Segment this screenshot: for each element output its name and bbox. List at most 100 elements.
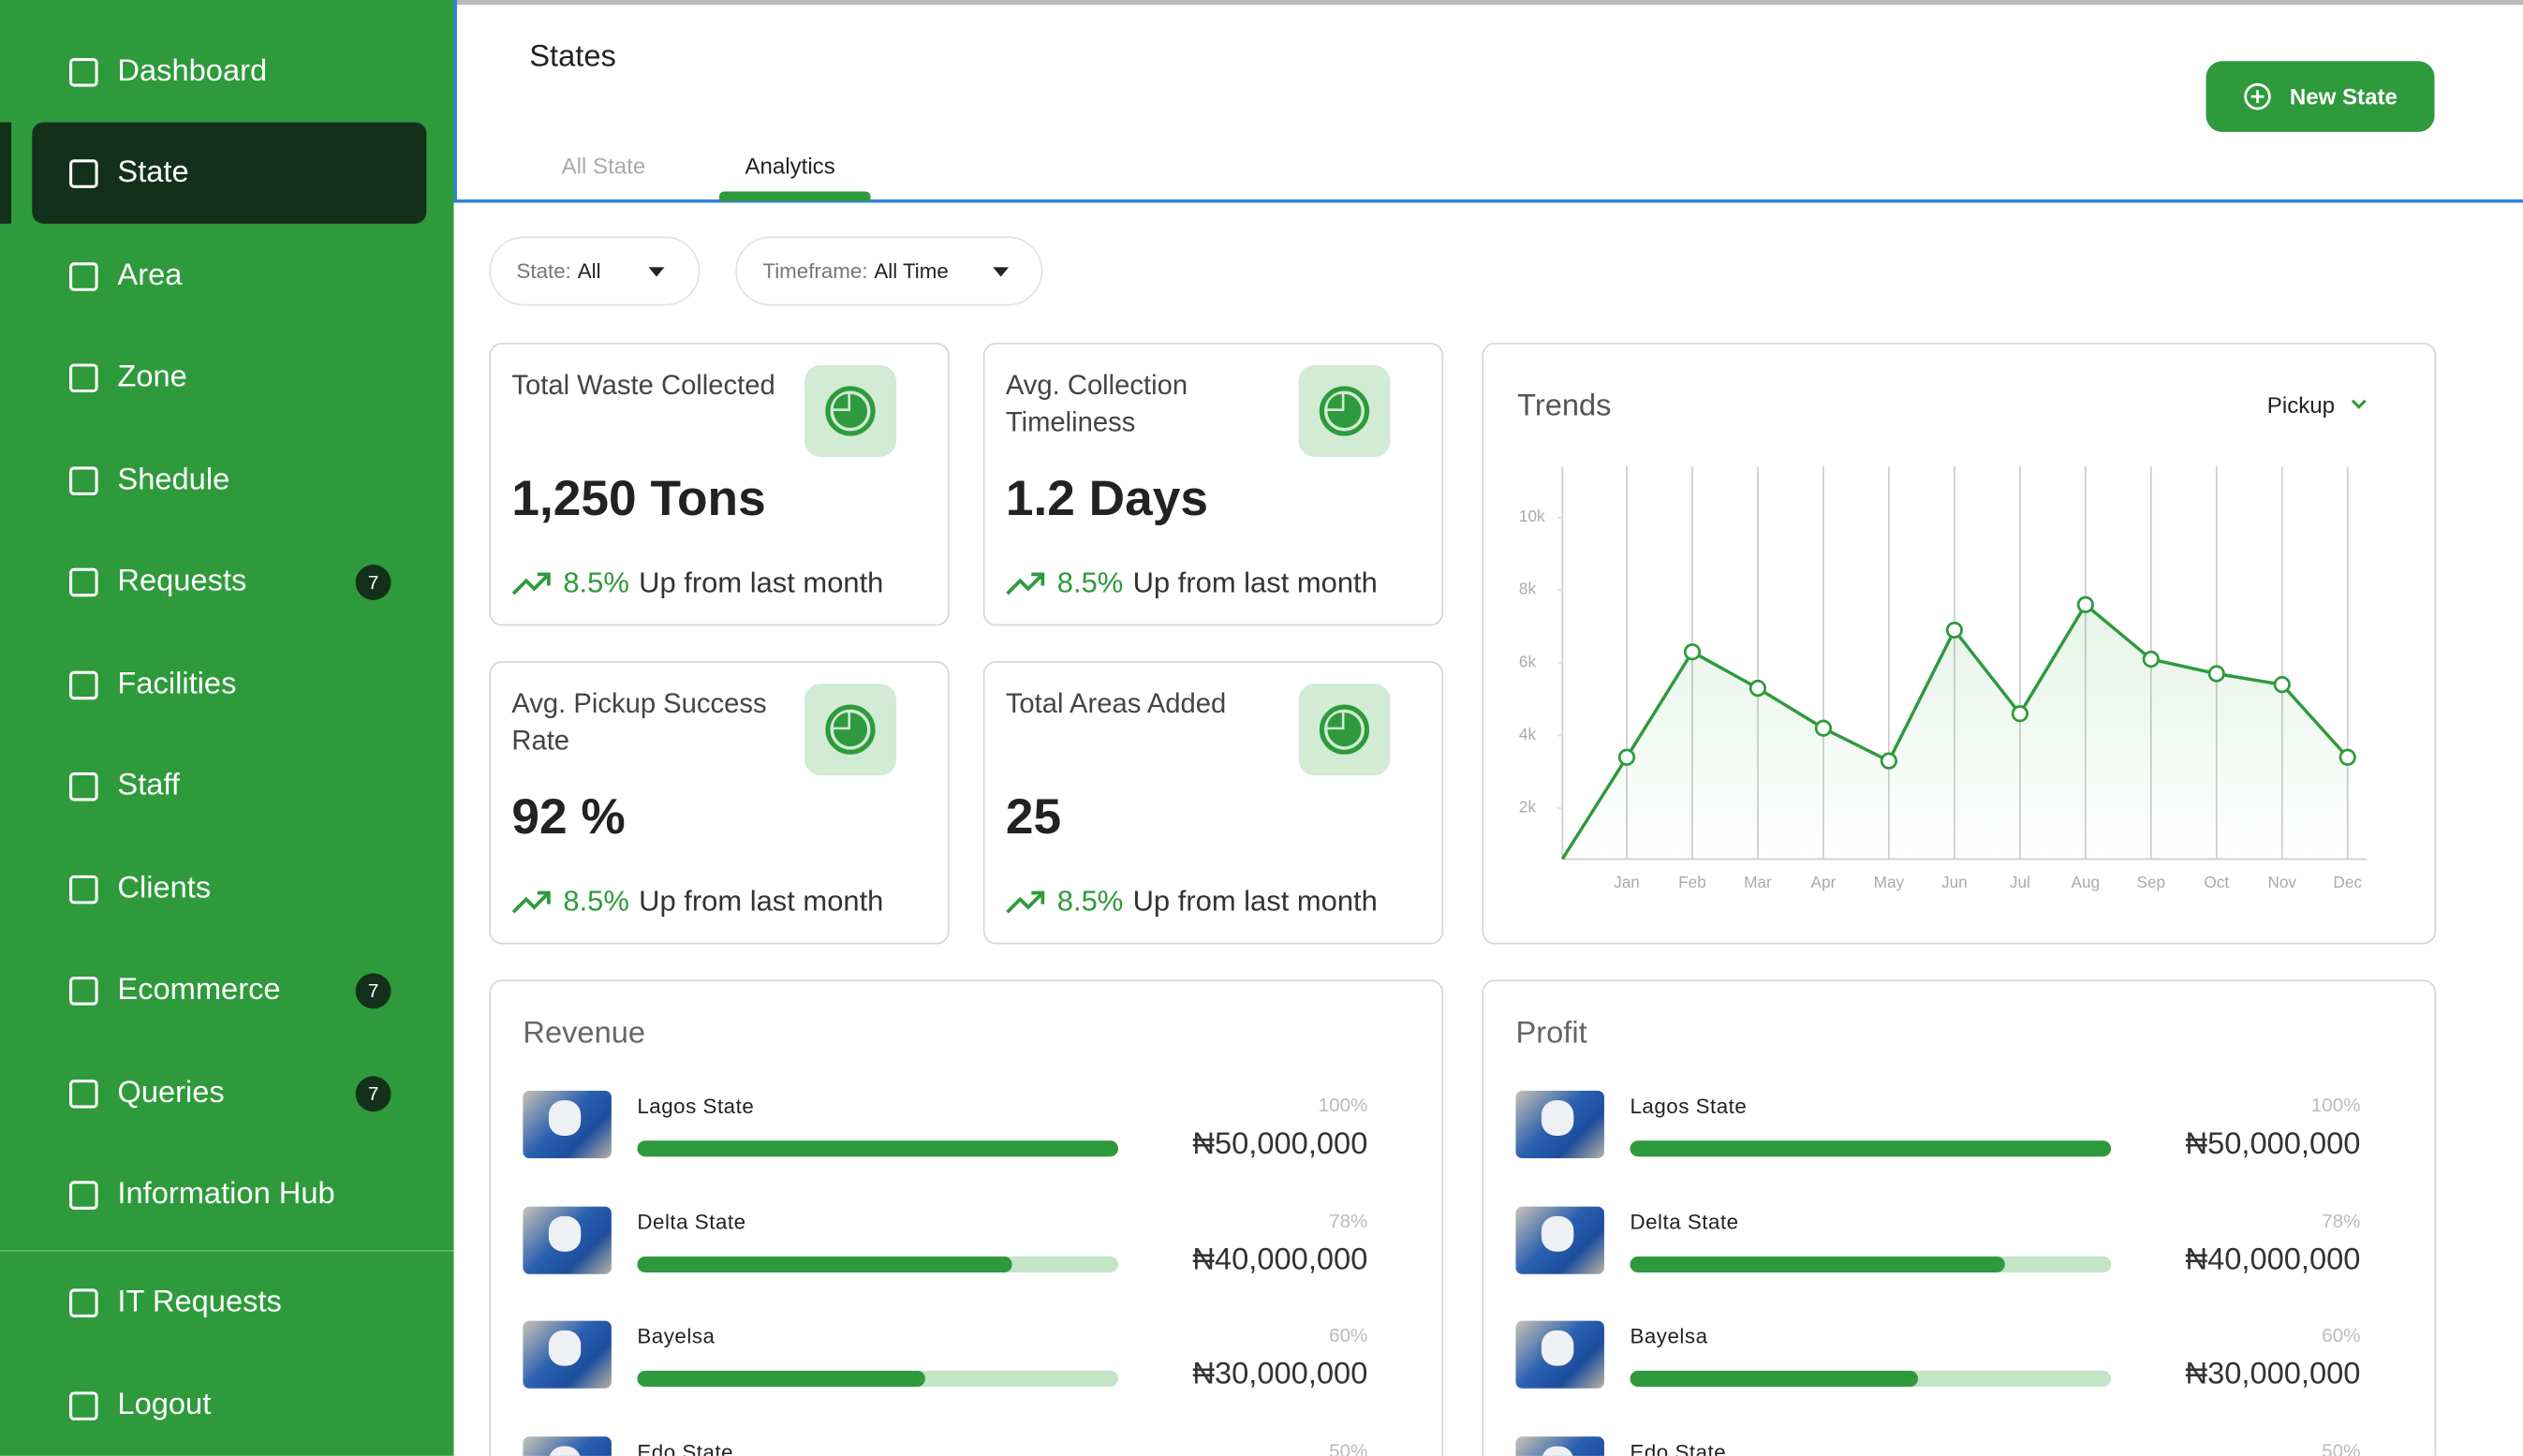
card-title: Avg. Collection Timeliness [1005, 370, 1188, 438]
nav-badge: 7 [355, 564, 391, 599]
point [2339, 748, 2356, 766]
tab[interactable]: Analytics [745, 153, 835, 179]
tab[interactable]: All State [561, 153, 646, 179]
item-amount: ₦30,000,000 [2185, 1358, 2361, 1392]
header-edge [453, 0, 457, 203]
list-title: Revenue [523, 1016, 646, 1051]
progress-bar [637, 1255, 1013, 1272]
nav-icon [69, 1390, 98, 1420]
pie-slice [833, 393, 848, 409]
plus-icon [2244, 82, 2271, 110]
state-filter[interactable]: State: All [489, 236, 701, 306]
item-percent: 50% [2322, 1438, 2361, 1456]
nav-label: Information Hub [117, 1176, 335, 1211]
icon-shape [69, 566, 98, 596]
nav-label: Area [117, 257, 183, 292]
nav-item[interactable]: Shedule [32, 430, 426, 531]
nav-item[interactable]: Dashboard [32, 21, 426, 122]
trend-arrow [511, 571, 551, 595]
item-percent: 60% [1329, 1324, 1368, 1347]
x-tick-label: Jan [1614, 873, 1640, 891]
change-percent: 8.5% [563, 884, 629, 918]
icon-shape [69, 57, 98, 86]
point [1945, 621, 1963, 640]
x-tick-label: Apr [1811, 873, 1837, 891]
progress-track [637, 1255, 1119, 1272]
sidebar-divider [0, 1249, 454, 1252]
pie-ring [1319, 386, 1370, 436]
nav-item[interactable]: Facilities [32, 634, 426, 735]
card-icon [804, 684, 896, 776]
icon-shape [69, 669, 98, 699]
progress-bar [1630, 1140, 2112, 1157]
nav-icon [69, 874, 98, 904]
page-title: States [529, 39, 616, 75]
icon-shape [69, 874, 98, 904]
header-line [453, 199, 2523, 203]
item-amount: ₦50,000,000 [1192, 1127, 1368, 1162]
nav-icon [69, 1079, 98, 1108]
nav-item[interactable]: Queries 7 [32, 1042, 426, 1143]
new-state-button[interactable]: New State [2206, 61, 2435, 132]
nav-item[interactable]: State [32, 122, 427, 224]
nav-item[interactable]: Staff [32, 735, 426, 836]
caret [648, 267, 665, 277]
filter-value: All [577, 258, 601, 284]
progress-bar [1630, 1370, 1919, 1388]
x-tick-label: Aug [2072, 873, 2101, 891]
card-change: 8.5% Up from last month [511, 885, 883, 919]
nav-icon [69, 566, 98, 596]
pie-slice [1327, 393, 1342, 409]
trend-icon [511, 890, 551, 913]
card-change: 8.5% Up from last month [1006, 566, 1378, 600]
trend-arrow [511, 890, 551, 913]
nav-item[interactable]: Logout [32, 1355, 426, 1456]
trends-card: Trends Pickup 2k 4k 6k 8k 10k Jan Feb Mar Apr May… [1482, 342, 2437, 945]
card-icon [1298, 684, 1391, 776]
sidebar: Dashboard State Area Zone Shedule Requests 7 Fa… [0, 0, 454, 1456]
card-title: Total Waste Collected [511, 370, 775, 401]
nav-item[interactable]: Information Hub [32, 1144, 426, 1245]
x-tick-label: Sep [2137, 873, 2166, 891]
nav-label: Requests [117, 564, 247, 598]
stat-card: Total Waste Collected 1,250 Tons 8.5% Up fr… [489, 342, 950, 626]
nav-item[interactable]: Ecommerce 7 [32, 939, 426, 1040]
x-tick-label: Jun [1941, 873, 1968, 891]
nav-item[interactable]: Requests 7 [32, 531, 426, 632]
nav-icon [69, 976, 98, 1005]
nav-item[interactable]: Zone [32, 327, 426, 428]
point [1814, 719, 1833, 737]
change-percent: 8.5% [563, 566, 629, 599]
pie-slice [1327, 713, 1362, 747]
trend-icon [1006, 890, 1045, 913]
item-name: Edo State [637, 1438, 734, 1456]
nav-item[interactable]: Clients [32, 838, 426, 939]
nav-item[interactable]: Area [32, 226, 426, 327]
icon-shape [69, 158, 98, 187]
point [2273, 676, 2291, 694]
progress-bar [1630, 1255, 2006, 1272]
revenue-card: Revenue Lagos State 100% ₦50,000,000 Delta S… [489, 979, 1444, 1456]
change-text: Up from last month [1132, 884, 1378, 918]
y-tick-label: 6k [1519, 652, 1537, 670]
timeframe-filter[interactable]: Timeframe: All Time [735, 236, 1043, 306]
icon-shape [69, 1287, 98, 1317]
pie-slice [833, 713, 848, 728]
nav-item[interactable]: IT Requests [32, 1252, 426, 1353]
thumbnail [523, 1435, 612, 1456]
item-name: Lagos State [1630, 1094, 1748, 1119]
nav-icon [69, 158, 98, 187]
point [2076, 596, 2094, 613]
chart-selector[interactable]: Pickup [2267, 393, 2335, 419]
progress-bar [637, 1370, 926, 1388]
nav-icon [69, 1287, 98, 1317]
tab-indicator [718, 191, 871, 201]
card-icon [1298, 365, 1391, 457]
pie-slice [1327, 393, 1362, 429]
thumbnail [1515, 1090, 1604, 1159]
card-change: 8.5% Up from last month [1006, 885, 1378, 919]
trend-icon [1006, 571, 1045, 595]
nav-icon [69, 261, 98, 290]
icon-shape [69, 1390, 98, 1420]
pie-icon [825, 386, 876, 436]
